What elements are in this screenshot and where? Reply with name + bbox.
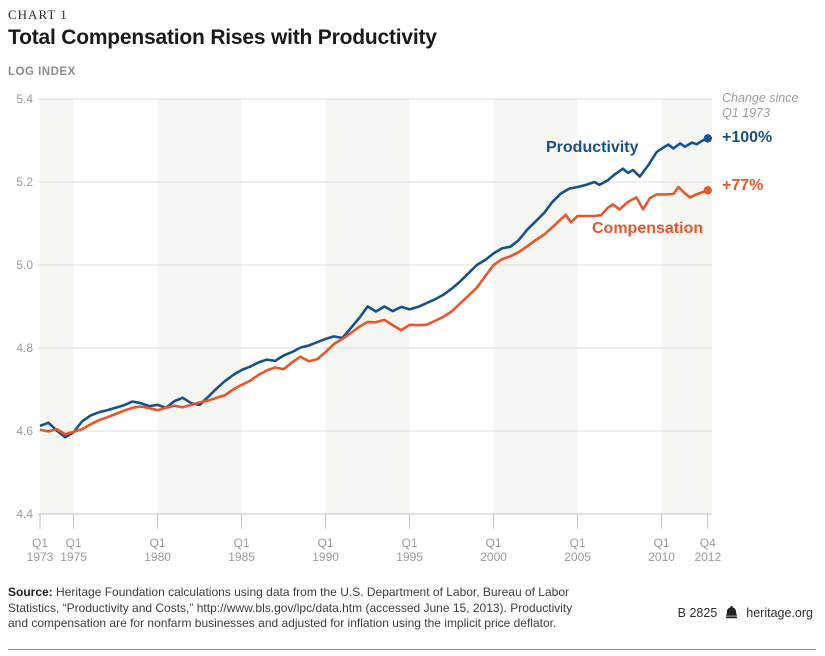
x-tick-label: 1985 xyxy=(228,550,255,564)
y-tick-label: 5.2 xyxy=(16,175,33,189)
productivity-end-dot xyxy=(703,134,712,143)
productivity-line xyxy=(39,137,709,439)
doc-code: B 2825 xyxy=(677,605,718,620)
x-tick-label: Q1 xyxy=(234,536,250,550)
footer-branding: B 2825 heritage.org xyxy=(678,605,813,620)
compensation-series-label: Compensation xyxy=(592,220,704,237)
background-band xyxy=(661,99,712,514)
y-tick-label: 4.6 xyxy=(16,424,33,438)
bottom-divider xyxy=(8,649,816,650)
productivity-series-label: Productivity xyxy=(546,139,639,156)
x-tick-label: Q1 xyxy=(318,536,334,550)
x-tick-label: 1995 xyxy=(396,550,423,564)
compensation-end-dot xyxy=(703,186,712,195)
x-tick-label: Q1 xyxy=(150,536,166,550)
y-tick-label: 5.4 xyxy=(16,92,33,106)
change-since-note: Change since Q1 1973 xyxy=(722,91,799,120)
productivity-change-value: +100% xyxy=(722,129,773,146)
x-tick-label: Q1 xyxy=(66,536,82,550)
x-tick-label: 1973 xyxy=(27,550,54,564)
x-tick-label: Q1 xyxy=(570,536,586,550)
x-tick-label: 1975 xyxy=(60,550,87,564)
background-band xyxy=(493,99,578,514)
y-axis-unit-label: LOG INDEX xyxy=(8,66,76,78)
x-tick-label: Q1 xyxy=(486,536,502,550)
source-note: Source: Heritage Foundation calculations… xyxy=(8,585,668,632)
y-tick-label: 5.0 xyxy=(16,258,33,272)
x-tick-label: Q4 xyxy=(700,536,716,550)
x-tick-label: 2010 xyxy=(648,550,675,564)
x-tick-label: 2005 xyxy=(564,550,591,564)
page-title: Total Compensation Rises with Productivi… xyxy=(8,26,437,49)
x-tick-label: Q1 xyxy=(654,536,670,550)
source-prefix: Source: xyxy=(8,585,53,599)
x-tick-label: Q1 xyxy=(32,536,48,550)
x-tick-label: Q1 xyxy=(402,536,418,550)
liberty-bell-icon xyxy=(726,605,738,619)
background-band xyxy=(40,99,74,514)
x-tick-label: 1990 xyxy=(312,550,339,564)
compensation-line xyxy=(39,185,709,436)
chart-number: CHART 1 xyxy=(8,7,68,22)
x-tick-label: 1980 xyxy=(144,550,171,564)
y-tick-label: 4.4 xyxy=(16,507,33,521)
x-tick-label: 2000 xyxy=(480,550,507,564)
x-tick-label: 2012 xyxy=(694,550,721,564)
source-text: Heritage Foundation calculations using d… xyxy=(8,585,573,630)
background-band xyxy=(157,99,242,514)
compensation-change-value: +77% xyxy=(722,177,764,194)
y-tick-label: 4.8 xyxy=(16,341,33,355)
site-link: heritage.org xyxy=(746,605,813,620)
